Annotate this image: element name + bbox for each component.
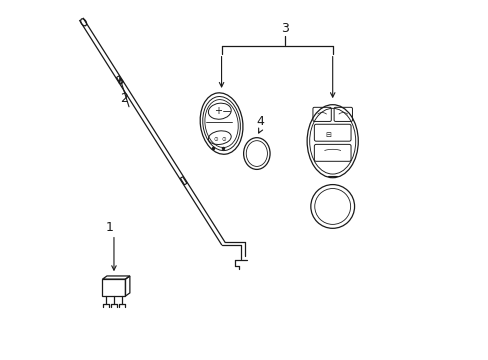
Text: ⊙: ⊙ — [213, 137, 218, 142]
Text: +: + — [214, 106, 222, 116]
Text: 4: 4 — [256, 115, 264, 128]
Text: ⊟: ⊟ — [324, 132, 330, 138]
Text: ⊙: ⊙ — [221, 137, 226, 142]
Text: 1: 1 — [105, 221, 113, 234]
Text: 3: 3 — [281, 22, 288, 35]
Text: 2: 2 — [121, 93, 128, 105]
